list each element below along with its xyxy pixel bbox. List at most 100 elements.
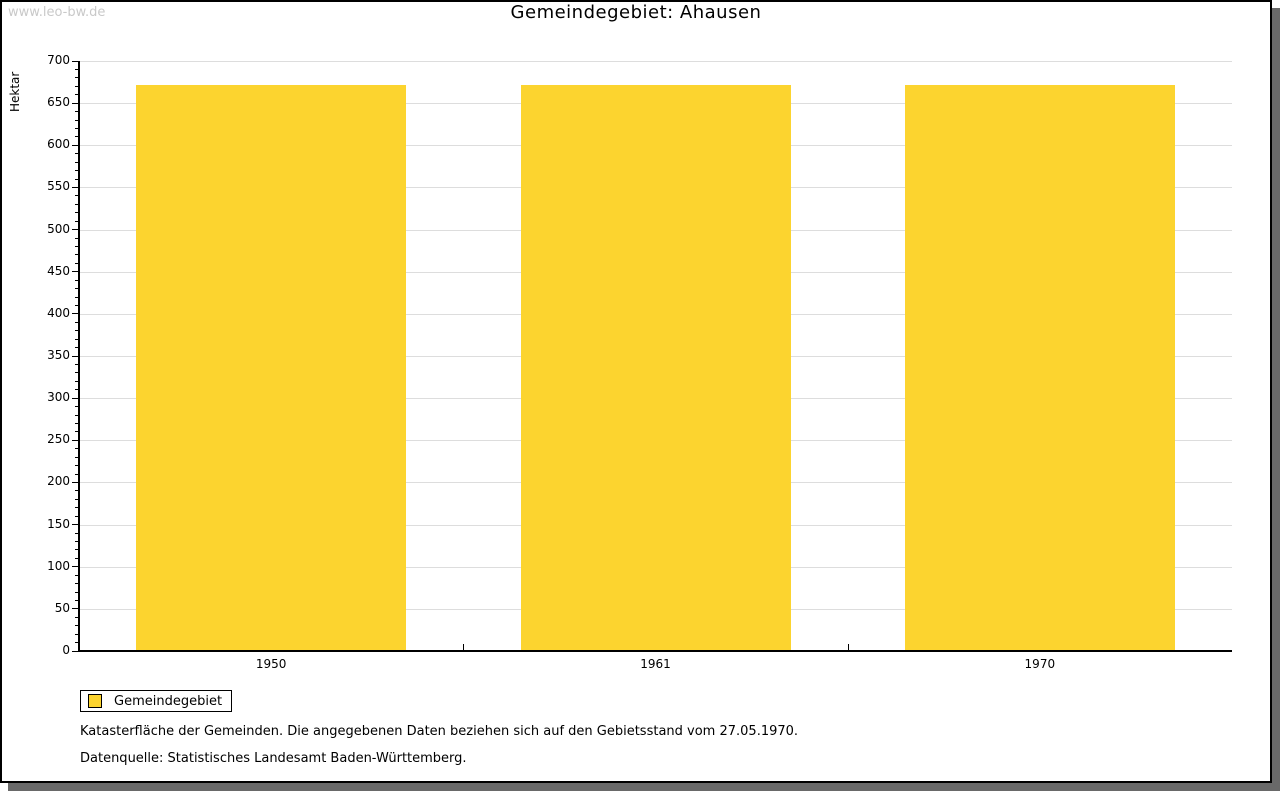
y-minor-tick-140 <box>75 532 79 534</box>
legend-label: Gemeindegebiet <box>114 693 223 709</box>
bar-1950 <box>136 84 407 651</box>
y-minor-tick-70 <box>75 591 79 593</box>
y-minor-tick-670 <box>75 85 79 87</box>
y-major-tick-700 <box>72 60 79 62</box>
footnote-data-source: Datenquelle: Statistisches Landesamt Bad… <box>80 751 467 766</box>
y-minor-tick-610 <box>75 136 79 138</box>
y-tick-label-400: 400 <box>47 305 70 320</box>
y-minor-tick-630 <box>75 119 79 121</box>
y-minor-tick-210 <box>75 473 79 475</box>
y-tick-label-450: 450 <box>47 263 70 278</box>
y-tick-label-200: 200 <box>47 474 70 489</box>
footnote-data-description: Katasterfläche der Gemeinden. Die angege… <box>80 724 799 739</box>
y-minor-tick-130 <box>75 540 79 542</box>
y-major-tick-150 <box>72 524 79 526</box>
y-minor-tick-680 <box>75 77 79 79</box>
y-tick-label-500: 500 <box>47 221 70 236</box>
y-major-tick-0 <box>72 650 79 652</box>
y-major-tick-550 <box>72 186 79 188</box>
y-tick-label-100: 100 <box>47 558 70 573</box>
y-minor-tick-290 <box>75 406 79 408</box>
y-minor-tick-270 <box>75 422 79 424</box>
y-major-tick-650 <box>72 102 79 104</box>
y-major-tick-400 <box>72 313 79 315</box>
y-minor-tick-280 <box>75 414 79 416</box>
y-minor-tick-60 <box>75 599 79 601</box>
legend-swatch-gemeindegebiet <box>88 694 102 708</box>
y-minor-tick-360 <box>75 347 79 349</box>
y-minor-tick-30 <box>75 625 79 627</box>
watermark: www.leo-bw.de <box>8 5 106 20</box>
y-minor-tick-310 <box>75 389 79 391</box>
y-minor-tick-330 <box>75 372 79 374</box>
x-boundary-tick-1 <box>463 644 465 650</box>
y-minor-tick-620 <box>75 127 79 129</box>
y-minor-tick-370 <box>75 338 79 340</box>
y-major-tick-50 <box>72 608 79 610</box>
y-tick-label-700: 700 <box>47 53 70 67</box>
y-minor-tick-120 <box>75 549 79 551</box>
y-minor-tick-660 <box>75 94 79 96</box>
y-minor-tick-240 <box>75 448 79 450</box>
y-major-tick-250 <box>72 439 79 441</box>
y-tick-label-350: 350 <box>47 348 70 362</box>
x-category-label-1961: 1961 <box>640 657 671 671</box>
y-minor-tick-410 <box>75 304 79 306</box>
x-axis-line <box>78 650 1232 652</box>
y-axis-line <box>78 61 80 652</box>
y-minor-tick-380 <box>75 330 79 332</box>
y-minor-tick-170 <box>75 507 79 509</box>
y-tick-label-150: 150 <box>47 516 70 531</box>
y-major-tick-300 <box>72 397 79 399</box>
y-minor-tick-640 <box>75 111 79 113</box>
y-minor-tick-560 <box>75 178 79 180</box>
y-minor-tick-190 <box>75 490 79 492</box>
y-minor-tick-230 <box>75 456 79 458</box>
y-axis-label: Hektar <box>8 71 22 112</box>
y-minor-tick-570 <box>75 170 79 172</box>
y-major-tick-100 <box>72 566 79 568</box>
x-boundary-tick-2 <box>847 644 849 650</box>
y-minor-tick-320 <box>75 380 79 382</box>
y-minor-tick-430 <box>75 288 79 290</box>
legend: Gemeindegebiet <box>80 690 232 712</box>
y-minor-tick-20 <box>75 633 79 635</box>
y-minor-tick-180 <box>75 498 79 500</box>
y-major-tick-350 <box>72 355 79 357</box>
y-minor-tick-40 <box>75 616 79 618</box>
y-tick-label-250: 250 <box>47 432 70 447</box>
y-minor-tick-530 <box>75 203 79 205</box>
y-minor-tick-510 <box>75 220 79 222</box>
y-tick-label-550: 550 <box>47 179 70 194</box>
y-major-tick-450 <box>72 271 79 273</box>
y-minor-tick-590 <box>75 153 79 155</box>
y-major-tick-600 <box>72 144 79 146</box>
y-minor-tick-390 <box>75 321 79 323</box>
y-minor-tick-470 <box>75 254 79 256</box>
y-minor-tick-80 <box>75 583 79 585</box>
bar-1961 <box>520 84 791 651</box>
y-minor-tick-480 <box>75 245 79 247</box>
bar-1970 <box>904 84 1175 651</box>
y-minor-tick-490 <box>75 237 79 239</box>
y-minor-tick-110 <box>75 557 79 559</box>
y-minor-tick-10 <box>75 642 79 644</box>
y-minor-tick-460 <box>75 262 79 264</box>
y-tick-label-50: 50 <box>54 600 70 615</box>
y-minor-tick-90 <box>75 574 79 576</box>
y-major-tick-500 <box>72 229 79 231</box>
y-minor-tick-220 <box>75 465 79 467</box>
plot-area: 0 50 100 150 200 250 300 350 400 450 500 550 600 650 7… <box>47 53 1232 671</box>
y-tick-label-600: 600 <box>47 137 70 152</box>
y-minor-tick-580 <box>75 161 79 163</box>
y-minor-tick-160 <box>75 515 79 517</box>
y-tick-label-650: 650 <box>47 95 70 110</box>
y-minor-tick-520 <box>75 212 79 214</box>
y-minor-tick-420 <box>75 296 79 298</box>
y-minor-tick-440 <box>75 279 79 281</box>
x-category-label-1970: 1970 <box>1024 657 1056 671</box>
y-tick-label-300: 300 <box>47 390 70 405</box>
y-minor-tick-260 <box>75 431 79 433</box>
